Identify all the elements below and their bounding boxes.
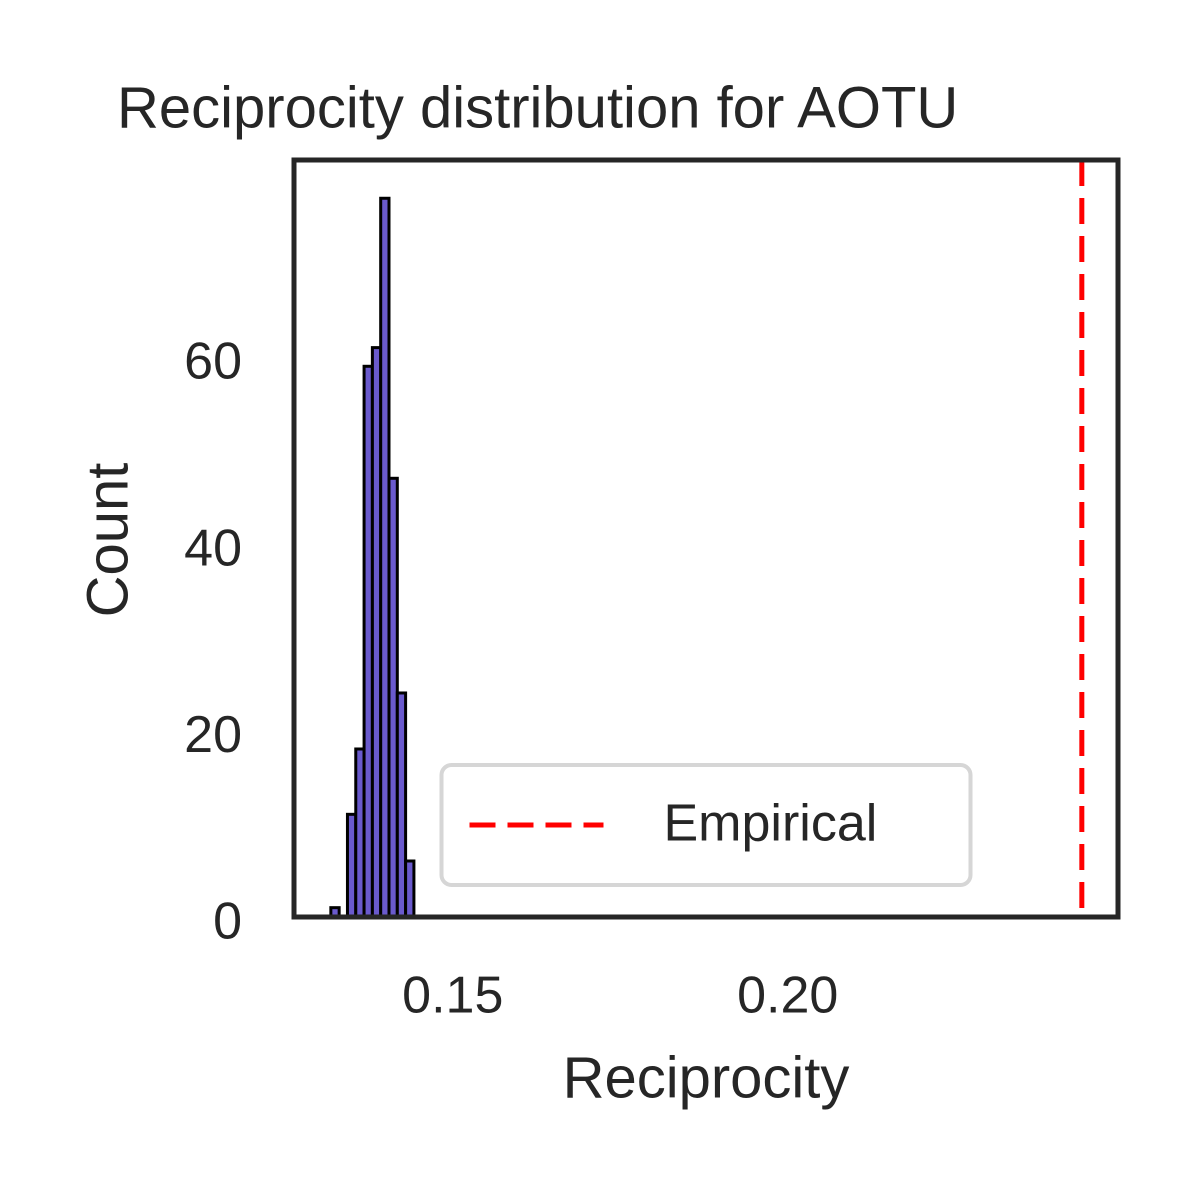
x-tick-label: 0.20	[737, 967, 838, 1025]
y-tick-label: 60	[184, 333, 242, 391]
x-tick-label: 0.15	[402, 967, 503, 1025]
y-axis-label: Count	[75, 463, 140, 618]
legend-box	[439, 763, 973, 887]
y-tick-label: 20	[184, 706, 242, 764]
plot-frame	[291, 157, 1121, 920]
chart-title: Reciprocity distribution for AOTU	[117, 75, 958, 140]
y-tick-label: 0	[213, 893, 242, 951]
histogram-bar	[404, 859, 416, 919]
x-axis-label: Reciprocity	[563, 1045, 850, 1110]
y-tick-label: 40	[184, 519, 242, 577]
legend-label: Empirical	[664, 795, 878, 853]
